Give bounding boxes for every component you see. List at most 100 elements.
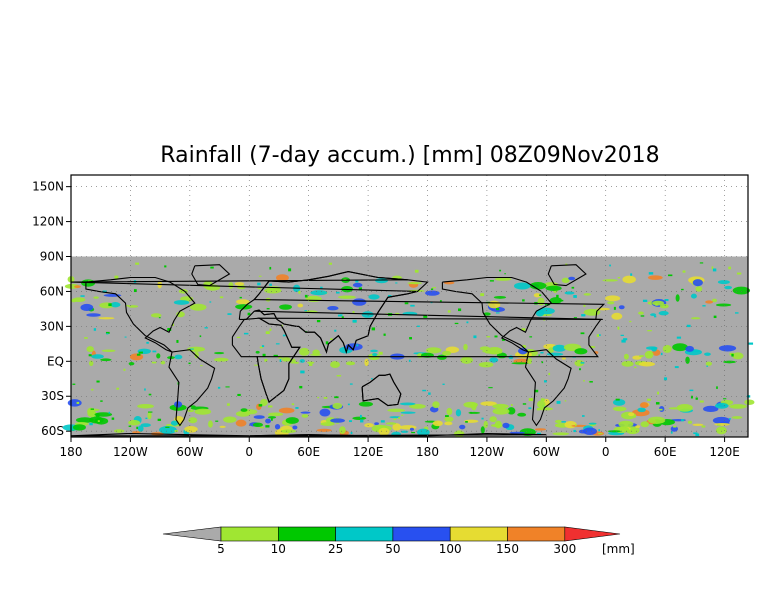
map-panel: 150N 120N 90N 60N 30N EQ 30S 60S 180 120W 60W 0 60E… (32, 174, 755, 459)
rain-speck (295, 407, 299, 409)
rain-speck (699, 400, 704, 403)
rain-patch (86, 346, 94, 353)
rain-patch (101, 349, 116, 353)
rain-speck (544, 380, 547, 383)
rain-patch (316, 428, 332, 432)
rain-patch (612, 398, 626, 406)
rain-patch (67, 399, 82, 407)
rain-speck (609, 264, 611, 267)
rain-patch (352, 416, 367, 420)
rain-patch (189, 303, 207, 311)
rain-speck (188, 362, 191, 365)
lon-tick-label: 0 (602, 445, 610, 459)
rain-patch (95, 413, 100, 418)
rain-speck (538, 354, 541, 356)
rain-speck (294, 361, 299, 364)
rain-patch (494, 277, 512, 281)
rain-patch (358, 401, 373, 407)
rain-speck (100, 400, 103, 402)
rain-patch (208, 420, 213, 428)
rain-patch (425, 347, 442, 354)
lon-tick-label: 0 (245, 445, 253, 459)
rain-speck (674, 366, 679, 369)
colorbar-swatch (220, 526, 279, 542)
rain-speck (581, 314, 586, 317)
rain-speck (236, 336, 241, 339)
rain-patch (137, 404, 154, 409)
rain-speck (620, 334, 624, 337)
rain-speck (640, 315, 645, 317)
rain-speck (247, 312, 251, 316)
rain-speck (658, 408, 663, 411)
rain-patch (184, 426, 198, 433)
rain-speck (579, 368, 581, 371)
rain-patch (561, 277, 570, 283)
rain-speck (88, 354, 92, 357)
rain-patch (160, 360, 166, 365)
rain-speck (291, 403, 295, 406)
rain-speck (458, 308, 462, 312)
rain-speck (445, 415, 449, 417)
lat-tick-label: 60S (41, 424, 64, 438)
rain-patch (545, 285, 562, 291)
colorbar-low-arrow (162, 526, 222, 542)
rain-speck (275, 343, 280, 345)
rain-speck (598, 429, 601, 432)
rain-speck (633, 414, 636, 418)
rain-speck (686, 324, 691, 328)
rain-speck (660, 352, 663, 356)
rain-patch (479, 346, 491, 351)
rain-patch (234, 282, 245, 286)
rain-patch (732, 286, 751, 295)
rain-patch (281, 357, 291, 362)
rain-speck (350, 431, 353, 435)
rain-speck (676, 336, 682, 339)
rain-speck (537, 432, 542, 435)
rain-speck (105, 331, 110, 334)
rain-speck (591, 310, 595, 312)
rain-speck (653, 315, 657, 318)
rain-patch (425, 290, 440, 296)
rain-speck (299, 385, 303, 389)
rain-speck (701, 425, 706, 428)
rain-speck (416, 325, 420, 327)
rain-speck (699, 262, 704, 264)
rain-patch (339, 426, 346, 434)
rain-speck (655, 303, 658, 306)
rain-patch (513, 282, 531, 290)
rain-patch (489, 357, 499, 363)
rain-speck (536, 408, 541, 411)
rain-patch (561, 357, 566, 360)
rain-patch (459, 424, 466, 430)
rain-speck (265, 331, 270, 335)
rain-speck (428, 392, 431, 395)
rain-patch (492, 407, 510, 415)
rain-speck (176, 339, 179, 343)
rain-patch (502, 422, 510, 429)
rain-speck (404, 302, 409, 305)
rain-patch (300, 411, 311, 414)
rain-speck (260, 426, 264, 429)
rain-speck (681, 419, 684, 422)
lat-tick-label: 60N (40, 284, 64, 298)
rain-patch (715, 426, 727, 435)
rain-patch (98, 317, 115, 320)
rain-speck (336, 291, 340, 294)
rain-patch (89, 416, 104, 424)
rain-speck (334, 329, 337, 332)
rain-patch (378, 427, 390, 436)
rain-speck (320, 286, 323, 289)
rain-patch (409, 427, 414, 431)
rain-speck (352, 319, 357, 323)
rain-patch (265, 418, 272, 424)
rain-speck (90, 408, 95, 410)
rain-patch (549, 297, 563, 304)
rain-patch (74, 285, 81, 289)
rain-patch (194, 408, 212, 415)
rain-speck (268, 405, 273, 408)
coastline (253, 271, 606, 354)
rain-patch (407, 282, 422, 285)
rain-patch (490, 423, 504, 428)
rain-patch (632, 355, 642, 360)
rain-patch (723, 360, 736, 364)
